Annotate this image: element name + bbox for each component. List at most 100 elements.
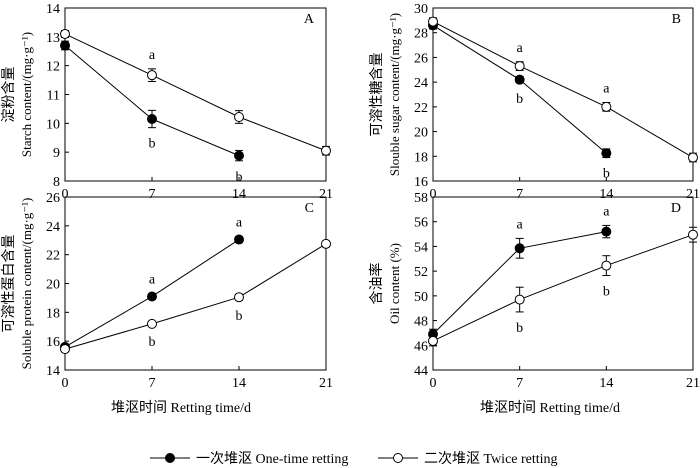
x-tick-label: 0 [430, 187, 437, 202]
y-tick-label: 46 [414, 339, 428, 354]
y-axis-label-en: Oil content (%) [387, 243, 402, 324]
data-point [688, 229, 698, 240]
plot-frame [432, 196, 694, 371]
y-axis-label-cn: 含油率 [368, 263, 385, 305]
data-point [428, 335, 438, 346]
y-tick-label: 14 [46, 2, 60, 17]
y-tick-label: 11 [47, 89, 60, 104]
x-tick-label: 21 [686, 187, 700, 202]
plot-frame [432, 7, 694, 182]
x-tick-label: 7 [149, 376, 156, 391]
data-point [60, 40, 70, 51]
panel-d: 44 46 48 50 52 54 56 58 0 7 14 21 D 含油率 Oil content (%… [368, 191, 700, 391]
data-point [147, 70, 157, 81]
panel-a: 8 9 10 11 12 13 14 0 7 14 21 A 淀粉含量 Starch content/(m… [1, 2, 333, 202]
significance-letter: b [603, 167, 610, 182]
data-point [234, 150, 244, 161]
panel-label: C [305, 201, 314, 216]
y-tick-label: 18 [46, 306, 60, 321]
panel-c: 14 16 18 20 22 24 26 0 7 14 21 C 可溶性蛋白含量 Soluble prot… [1, 191, 333, 391]
y-tick-label: 50 [414, 290, 428, 305]
x-tick-label: 7 [516, 376, 523, 391]
data-point [514, 294, 525, 305]
data-point [688, 152, 698, 163]
y-tick-label: 52 [414, 265, 428, 280]
panel-label: D [671, 201, 681, 216]
x-tick-label: 0 [430, 376, 437, 391]
data-point [601, 148, 612, 159]
data-point [147, 291, 157, 302]
data-point [514, 61, 525, 72]
y-tick-label: 26 [414, 51, 428, 66]
x-tick-label: 21 [319, 376, 333, 391]
significance-letter: b [236, 170, 243, 185]
x-axis-label-left: 堆沤时间 Retting time/d [111, 400, 251, 416]
y-tick-label: 16 [414, 175, 428, 190]
y-tick-label: 56 [414, 216, 428, 231]
y-tick-label: 58 [414, 191, 428, 206]
y-axis-label-en: Starch content/(mg·g⁻¹) [19, 32, 34, 157]
y-tick-label: 20 [46, 278, 60, 293]
panel-b: 16 18 20 22 24 26 28 30 0 7 14 21 B 可溶性糖含量 Slouble sug… [369, 2, 700, 202]
data-point [601, 101, 612, 112]
significance-letter: b [236, 309, 243, 324]
y-axis-label-en: Slouble sugar content/(mg·g⁻¹) [387, 13, 402, 176]
y-tick-label: 16 [46, 335, 60, 350]
significance-letter: a [517, 217, 524, 232]
data-point [60, 28, 70, 39]
legend-marker-open-icon [393, 453, 403, 463]
data-point [234, 111, 244, 122]
x-tick-label: 21 [686, 376, 700, 391]
significance-letter: a [149, 48, 156, 63]
x-tick-label: 14 [599, 187, 613, 202]
significance-letter: b [603, 284, 610, 299]
significance-letter: b [516, 92, 523, 107]
data-point [601, 226, 612, 237]
data-point [514, 243, 525, 254]
y-tick-label: 22 [46, 249, 60, 264]
plot-frame [64, 196, 327, 371]
x-tick-label: 0 [62, 187, 69, 202]
y-tick-label: 28 [414, 27, 428, 42]
x-tick-label: 14 [599, 376, 613, 391]
plot-frame [64, 7, 327, 182]
legend-label-twice: 二次堆沤 Twice retting [424, 451, 558, 467]
legend-marker-filled-icon [165, 453, 175, 463]
significance-letter: a [603, 82, 610, 97]
data-point [321, 238, 331, 249]
series-twice [60, 238, 331, 355]
data-point [321, 145, 331, 156]
y-tick-label: 22 [414, 101, 428, 116]
legend: 一次堆沤 One-time retting 二次堆沤 Twice retting [150, 451, 558, 467]
y-tick-label: 54 [414, 240, 428, 255]
panel-label: A [304, 12, 315, 27]
y-tick-label: 24 [414, 76, 428, 91]
significance-letter: b [149, 335, 156, 350]
significance-letter: a [149, 273, 156, 288]
y-tick-label: 14 [46, 364, 60, 379]
y-tick-label: 18 [414, 150, 428, 165]
x-tick-label: 14 [232, 376, 246, 391]
panel-label: B [672, 12, 681, 27]
x-tick-label: 0 [62, 376, 69, 391]
series-one-time [60, 234, 244, 352]
x-tick-label: 7 [516, 187, 523, 202]
significance-letter: b [516, 321, 523, 336]
series-line [64, 33, 327, 152]
y-axis-label-cn: 可溶性糖含量 [369, 53, 385, 137]
y-axis-label-cn: 可溶性蛋白含量 [1, 235, 17, 333]
series-twice [428, 226, 698, 347]
data-point [428, 16, 438, 27]
y-tick-label: 8 [53, 175, 60, 190]
x-tick-label: 7 [149, 187, 156, 202]
significance-letter: b [149, 137, 156, 152]
data-point [234, 234, 244, 245]
y-tick-label: 26 [46, 191, 60, 206]
legend-label-one-time: 一次堆沤 One-time retting [196, 451, 348, 467]
series-twice [428, 16, 698, 163]
y-tick-label: 44 [414, 364, 428, 379]
data-point [147, 318, 157, 329]
data-point [601, 260, 612, 271]
y-tick-label: 20 [414, 126, 428, 141]
